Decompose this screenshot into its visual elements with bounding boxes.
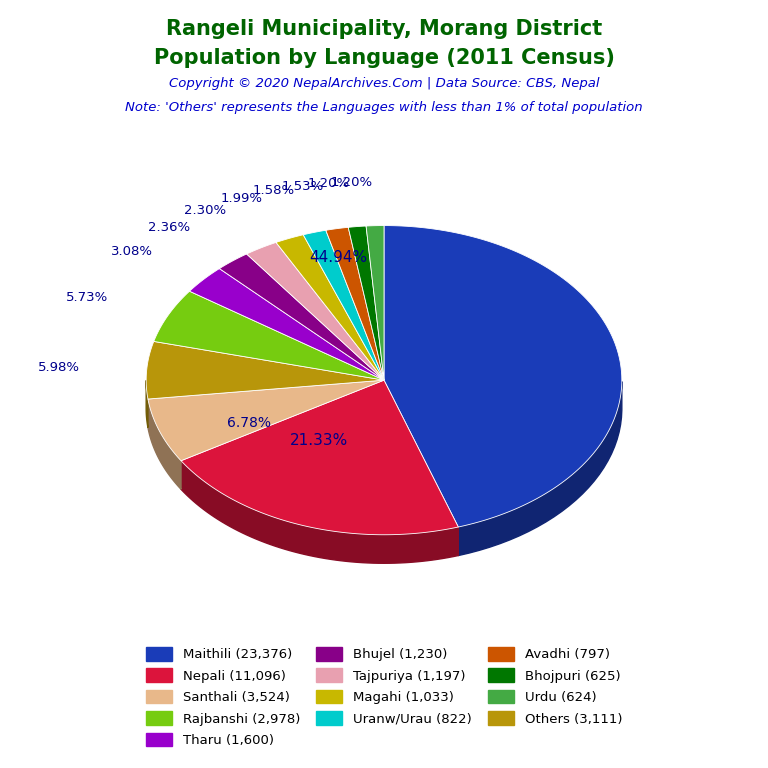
Polygon shape	[247, 243, 384, 380]
Text: 5.98%: 5.98%	[38, 361, 80, 374]
Text: 1.20%: 1.20%	[307, 177, 349, 190]
Text: 1.99%: 1.99%	[221, 192, 263, 205]
Polygon shape	[154, 291, 384, 380]
Polygon shape	[190, 269, 384, 380]
Polygon shape	[146, 380, 148, 428]
Text: 6.78%: 6.78%	[227, 415, 271, 429]
Legend: Maithili (23,376), Nepali (11,096), Santhali (3,524), Rajbanshi (2,978), Tharu (: Maithili (23,376), Nepali (11,096), Sant…	[139, 641, 629, 753]
Polygon shape	[181, 461, 458, 563]
Text: Rangeli Municipality, Morang District: Rangeli Municipality, Morang District	[166, 19, 602, 39]
Polygon shape	[146, 342, 384, 399]
Text: 1.58%: 1.58%	[253, 184, 295, 197]
Polygon shape	[366, 226, 384, 380]
Text: Copyright © 2020 NepalArchives.Com | Data Source: CBS, Nepal: Copyright © 2020 NepalArchives.Com | Dat…	[169, 77, 599, 90]
Polygon shape	[148, 380, 384, 461]
Polygon shape	[220, 254, 384, 380]
Polygon shape	[303, 230, 384, 380]
Polygon shape	[181, 380, 458, 535]
Text: 44.94%: 44.94%	[310, 250, 368, 265]
Text: Note: 'Others' represents the Languages with less than 1% of total population: Note: 'Others' represents the Languages …	[125, 101, 643, 114]
Text: 3.08%: 3.08%	[111, 245, 153, 258]
Text: 2.30%: 2.30%	[184, 204, 227, 217]
Polygon shape	[384, 226, 622, 527]
Text: 1.53%: 1.53%	[282, 180, 324, 193]
Polygon shape	[326, 227, 384, 380]
Polygon shape	[348, 226, 384, 380]
Polygon shape	[458, 382, 622, 555]
Text: Population by Language (2011 Census): Population by Language (2011 Census)	[154, 48, 614, 68]
Text: 21.33%: 21.33%	[290, 433, 349, 449]
Polygon shape	[276, 235, 384, 380]
Text: 5.73%: 5.73%	[65, 290, 108, 303]
Text: 1.20%: 1.20%	[330, 176, 372, 189]
Text: 2.36%: 2.36%	[148, 221, 190, 234]
Polygon shape	[148, 399, 181, 489]
